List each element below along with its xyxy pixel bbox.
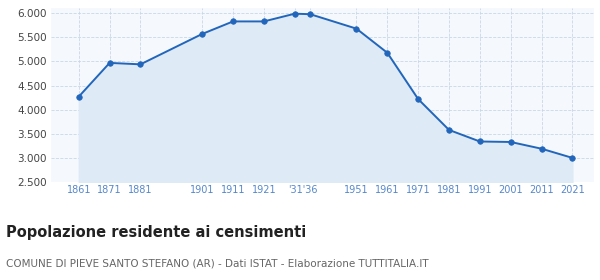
Text: COMUNE DI PIEVE SANTO STEFANO (AR) - Dati ISTAT - Elaborazione TUTTITALIA.IT: COMUNE DI PIEVE SANTO STEFANO (AR) - Dat… bbox=[6, 258, 428, 268]
Text: Popolazione residente ai censimenti: Popolazione residente ai censimenti bbox=[6, 225, 306, 240]
